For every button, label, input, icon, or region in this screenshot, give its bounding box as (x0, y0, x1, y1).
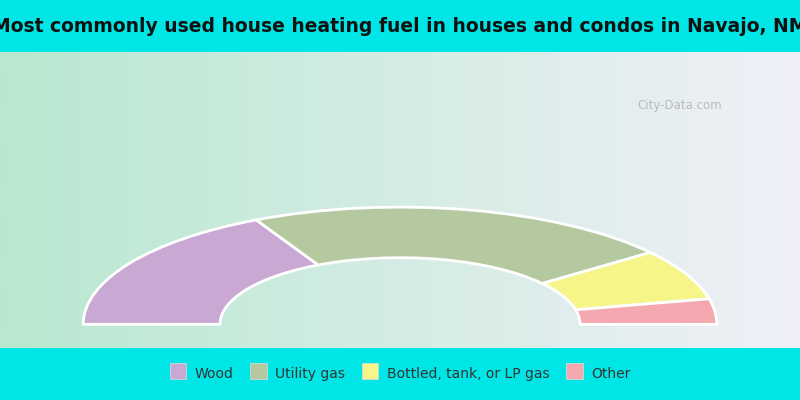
Text: Most commonly used house heating fuel in houses and condos in Navajo, NM: Most commonly used house heating fuel in… (0, 16, 800, 36)
Wedge shape (83, 220, 318, 324)
Legend: Wood, Utility gas, Bottled, tank, or LP gas, Other: Wood, Utility gas, Bottled, tank, or LP … (166, 363, 634, 385)
Text: City-Data.com: City-Data.com (638, 99, 722, 112)
Wedge shape (576, 299, 717, 324)
Wedge shape (542, 252, 709, 310)
Wedge shape (256, 207, 650, 284)
